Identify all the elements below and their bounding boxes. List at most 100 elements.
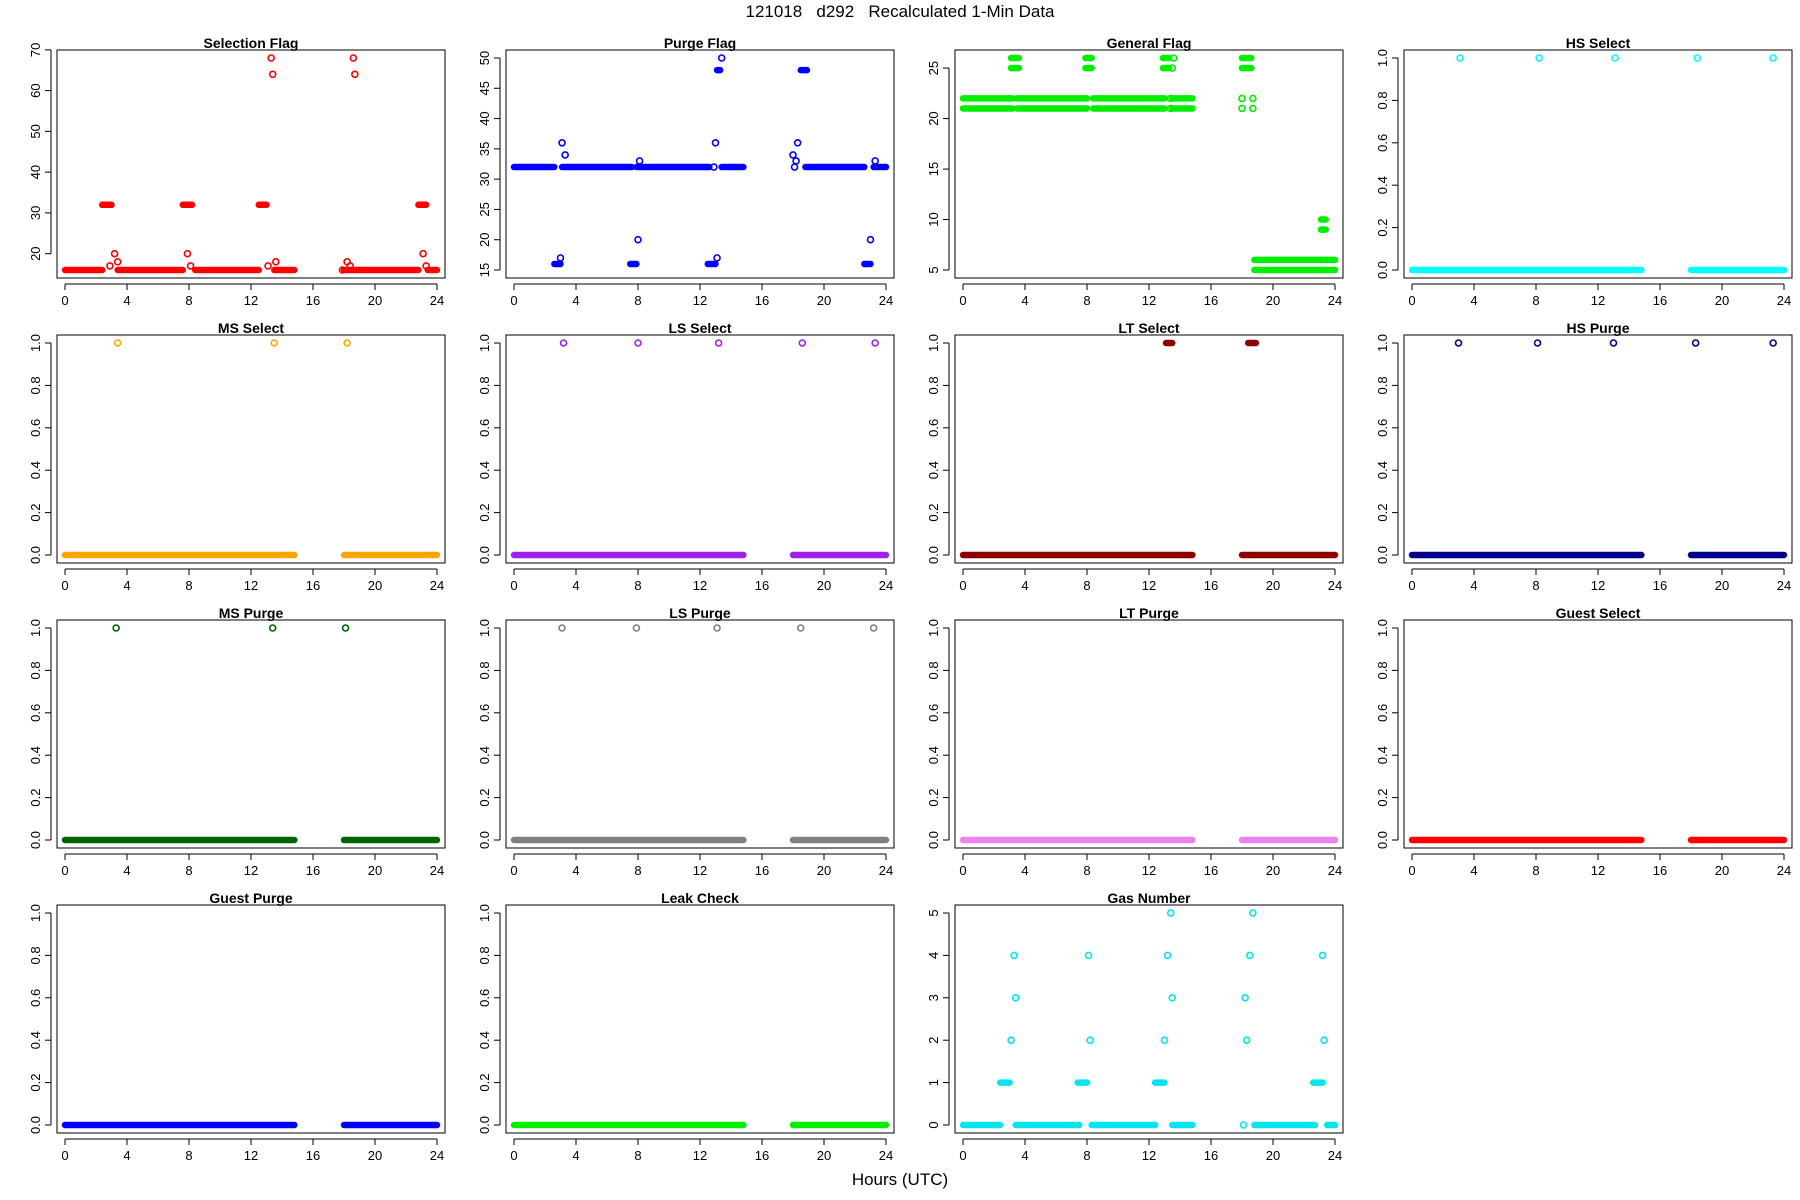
y-axis: 0.0 0.2 0.4 0.6 0.8 1.0: [1375, 334, 1399, 564]
figure-x-axis-label: Hours (UTC): [851, 1170, 949, 1189]
x-tick-label: 4: [1021, 1148, 1028, 1163]
x-tick-label: 8: [185, 293, 192, 308]
x-tick-label: 16: [1204, 578, 1218, 593]
x-tick-label: 4: [572, 578, 579, 593]
panel-title: HS Select: [1566, 35, 1631, 51]
x-tick-label: 16: [306, 578, 320, 593]
data-point: [343, 339, 351, 347]
y-tick-label: 0.4: [477, 1031, 492, 1049]
data-point: [1769, 339, 1777, 347]
panel-title: MS Purge: [219, 605, 284, 621]
data-point: [183, 249, 192, 258]
x-axis: 0 4 8 12 16 20 24: [959, 568, 1342, 593]
y-tick-label: 0.8: [926, 376, 941, 394]
data-point: [268, 70, 277, 79]
x-tick-label: 20: [1715, 293, 1729, 308]
x-tick-label: 12: [1591, 293, 1605, 308]
y-axis: 0.0 0.2 0.4 0.6 0.8 1.0: [926, 619, 950, 849]
x-tick-label: 20: [817, 293, 831, 308]
data-point: [1163, 951, 1172, 960]
data-series: [61, 339, 441, 559]
y-tick-label: 0.2: [28, 1074, 43, 1092]
x-tick-label: 24: [879, 578, 893, 593]
data-series: [510, 624, 890, 844]
data-point: [796, 624, 805, 632]
x-axis: 0 4 8 12 16 20 24: [1408, 283, 1791, 308]
y-tick-label: 0: [926, 1121, 941, 1128]
data-point: [1238, 104, 1246, 113]
panel-ls-purge: LS Purge 0 4 8 12 16 20 24 0.0 0.2 0.4 0.6 0.8 1.0: [477, 605, 895, 878]
x-tick-label: 4: [1470, 293, 1477, 308]
y-tick-label: 0.2: [926, 504, 941, 522]
y-tick-label: 0.2: [28, 789, 43, 807]
data-point: [558, 624, 566, 632]
x-tick-label: 20: [1266, 293, 1280, 308]
data-series: [959, 909, 1339, 1129]
data-point: [559, 339, 568, 347]
x-axis: 0 4 8 12 16 20 24: [61, 568, 444, 593]
data-point: [1160, 1036, 1169, 1044]
x-tick-label: 20: [817, 1148, 831, 1163]
plot-frame: [56, 49, 446, 279]
data-point: [1239, 1121, 1248, 1129]
data-point: [1166, 94, 1175, 103]
y-tick-label: 0.2: [1375, 504, 1390, 522]
y-tick-label: 5: [926, 266, 941, 273]
y-tick-label: 0.2: [926, 789, 941, 807]
panel-title: LT Select: [1118, 320, 1180, 336]
data-series: [1408, 54, 1788, 274]
y-tick-label: 1.0: [28, 619, 43, 637]
panel-title: MS Select: [218, 320, 284, 336]
y-tick-label: 1.0: [926, 334, 941, 352]
data-point: [1011, 993, 1020, 1002]
x-axis: 0 4 8 12 16 20 24: [1408, 853, 1791, 878]
y-axis: 0.0 0.2 0.4 0.6 0.8 1.0: [1375, 619, 1399, 849]
data-point: [1454, 339, 1463, 347]
panel-general-flag: General Flag 0 4 8 12 16 20 24 5 10 15 20 25: [926, 35, 1344, 308]
plot-frame: [1403, 334, 1793, 564]
y-tick-label: 0.8: [1375, 91, 1390, 109]
x-tick-label: 0: [1408, 578, 1415, 593]
y-tick-label: 0.6: [28, 704, 43, 722]
data-point: [113, 339, 122, 347]
data-series: [61, 624, 441, 844]
y-tick-label: 25: [926, 61, 941, 75]
y-tick-label: 0.6: [477, 989, 492, 1007]
data-point: [1533, 339, 1542, 347]
x-axis: 0 4 8 12 16 20 24: [959, 283, 1342, 308]
data-point: [106, 262, 114, 270]
x-tick-label: 4: [123, 293, 130, 308]
x-tick-label: 16: [1653, 863, 1667, 878]
data-point: [634, 339, 642, 347]
x-tick-label: 8: [634, 1148, 641, 1163]
x-tick-label: 20: [1715, 863, 1729, 878]
data-point: [186, 262, 195, 270]
x-tick-label: 0: [959, 293, 966, 308]
y-tick-label: 1.0: [1375, 334, 1390, 352]
panel-selection-flag: Selection Flag 0 4 8 12 16 20 24 20 30 40 50 60 70: [28, 35, 446, 308]
y-tick-label: 0.4: [28, 1031, 43, 1049]
x-tick-label: 8: [1083, 578, 1090, 593]
x-tick-label: 0: [1408, 863, 1415, 878]
panel-ms-purge: MS Purge 0 4 8 12 16 20 24 0.0 0.2 0.4 0.6 0.8 1.0: [28, 605, 446, 878]
x-tick-label: 12: [1591, 863, 1605, 878]
x-tick-label: 4: [572, 293, 579, 308]
data-series: [61, 54, 441, 274]
x-tick-label: 24: [430, 578, 444, 593]
y-tick-label: 0.8: [477, 661, 492, 679]
plot-frame: [505, 904, 895, 1134]
x-tick-label: 12: [244, 863, 258, 878]
y-tick-label: 0.8: [477, 376, 492, 394]
data-point: [1007, 1036, 1015, 1044]
y-tick-label: 25: [477, 202, 492, 216]
x-tick-label: 24: [430, 863, 444, 878]
y-axis: 0 1 2 3 4 5: [926, 909, 950, 1129]
data-point: [1318, 951, 1327, 960]
y-tick-label: 1.0: [477, 619, 492, 637]
x-tick-label: 0: [61, 293, 68, 308]
x-tick-label: 24: [1777, 863, 1791, 878]
y-tick-label: 0.2: [477, 1074, 492, 1092]
data-point: [1249, 104, 1257, 113]
x-axis: 0 4 8 12 16 20 24: [959, 1138, 1342, 1163]
